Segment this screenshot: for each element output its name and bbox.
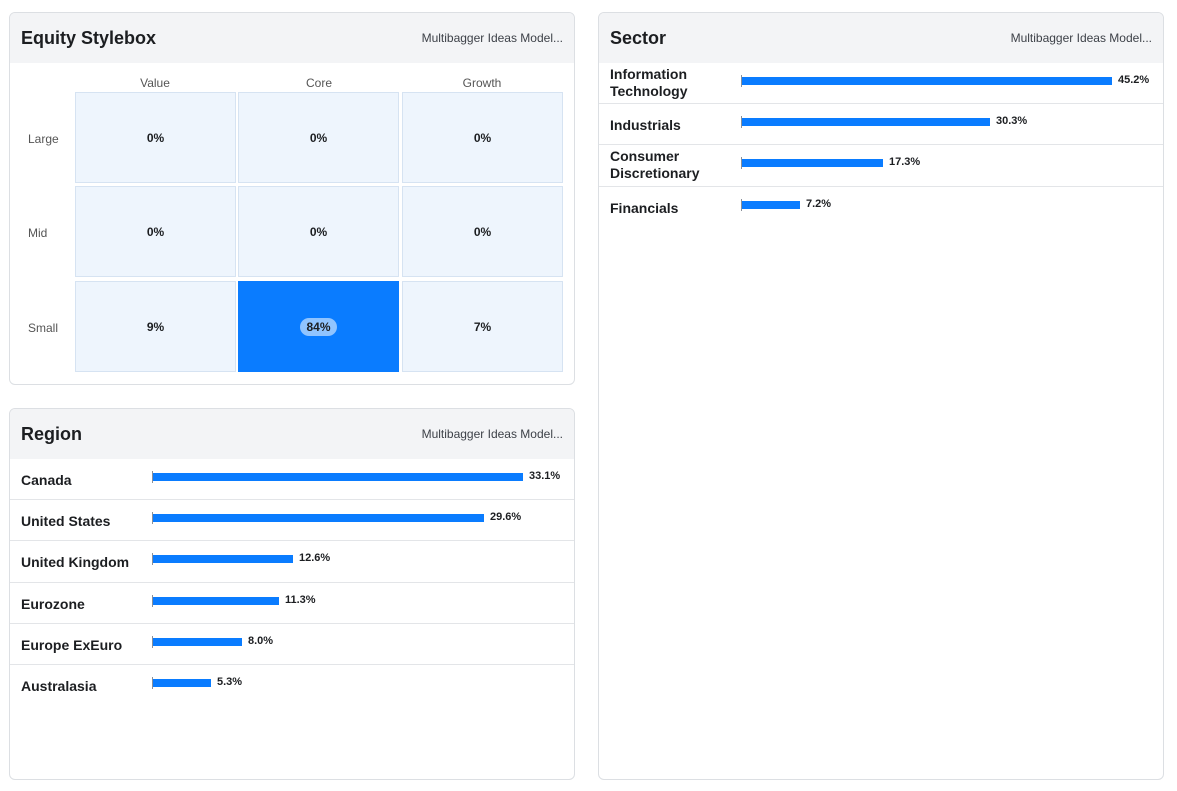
stylebox-cell-large-core: 0% <box>238 92 399 183</box>
stylebox-cell-mid-growth: 0% <box>402 186 563 277</box>
equity-stylebox-panel: Equity Stylebox Multibagger Ideas Model.… <box>9 12 575 385</box>
sector-subtitle[interactable]: Multibagger Ideas Model... <box>1010 31 1152 45</box>
stylebox-row-small: Small <box>28 321 59 335</box>
stylebox-cell-value-text: 9% <box>146 319 165 334</box>
region-row: Eurozone 11.3% <box>10 583 574 624</box>
region-panel: Region Multibagger Ideas Model... Canada… <box>9 408 575 780</box>
region-bar-baseline <box>152 512 153 525</box>
region-bar <box>152 514 484 523</box>
region-bar-track: 11.3% <box>152 593 523 607</box>
sector-label: Industrials <box>610 117 681 134</box>
stylebox-cell-value-text: 0% <box>146 130 165 145</box>
sector-bar <box>741 118 990 127</box>
sector-bar-value: 7.2% <box>806 197 832 210</box>
stylebox-cell-small-core: 84% <box>238 281 399 372</box>
sector-bar-track: 45.2% <box>741 74 1149 87</box>
sector-bar-value: 45.2% <box>1118 74 1150 86</box>
stylebox-cell-small-value: 9% <box>75 281 236 372</box>
region-bar-track: 5.3% <box>152 676 523 689</box>
sector-title: Sector <box>610 27 667 48</box>
stylebox-cell-mid-core: 0% <box>238 186 399 277</box>
stylebox-row-mid: Mid <box>28 226 48 240</box>
region-bar-value: 12.6% <box>299 552 331 565</box>
region-label: Australasia <box>21 678 97 694</box>
sector-bar-baseline <box>741 157 742 170</box>
region-row: United Kingdom 12.6% <box>10 541 574 583</box>
region-bar-track: 29.6% <box>152 511 523 525</box>
stylebox-cell-value-text: 84% <box>300 317 337 336</box>
region-label: United States <box>21 513 111 530</box>
region-label: Canada <box>21 472 72 488</box>
sector-bar-track: 7.2% <box>741 197 1112 211</box>
region-bar-baseline <box>152 594 153 607</box>
stylebox-cell-large-growth: 0% <box>402 92 563 183</box>
region-subtitle[interactable]: Multibagger Ideas Model... <box>421 427 563 441</box>
region-bar-track: 33.1% <box>152 470 560 483</box>
sector-row: Industrials 30.3% <box>599 104 1163 146</box>
region-bar <box>152 679 211 687</box>
sector-label: Information Technology <box>610 66 688 99</box>
sector-bar-track: 30.3% <box>741 115 1112 129</box>
region-row: Australasia 5.3% <box>10 665 574 706</box>
sector-row: Consumer Discretionary 17.3% <box>599 145 1163 187</box>
stylebox-cell-value-text: 0% <box>146 224 165 239</box>
sector-bar-baseline <box>741 198 742 211</box>
region-label: United Kingdom <box>21 554 130 571</box>
sector-header: Sector Multibagger Ideas Model... <box>599 13 1163 63</box>
region-bar <box>152 596 279 605</box>
stylebox-title: Equity Stylebox <box>21 27 157 48</box>
stylebox-col-growth: Growth <box>462 76 502 90</box>
sector-bar <box>741 77 1112 85</box>
stylebox-row-large: Large <box>28 132 59 146</box>
sector-bar-track: 17.3% <box>741 156 1112 170</box>
region-bar <box>152 473 523 481</box>
region-label: Europe ExEuro <box>21 636 123 653</box>
region-bar-value: 33.1% <box>529 470 561 482</box>
stylebox-cell-value-text: 0% <box>473 224 492 239</box>
sector-row: Information Technology 45.2% <box>599 63 1163 105</box>
sector-bar <box>741 159 883 168</box>
region-bar-track: 8.0% <box>152 634 523 648</box>
region-bar-baseline <box>152 471 153 483</box>
sector-label: Consumer Discretionary <box>610 148 700 182</box>
region-bar-baseline <box>152 553 153 566</box>
stylebox-cell-value-text: 0% <box>309 224 328 239</box>
stylebox-cell-small-growth: 7% <box>402 281 563 372</box>
region-bar <box>152 555 293 564</box>
region-row: United States 29.6% <box>10 500 574 542</box>
stylebox-cell-value-text: 0% <box>309 130 328 145</box>
stylebox-cell-large-value: 0% <box>75 92 236 183</box>
stylebox-cell-value-text: 0% <box>473 130 492 145</box>
region-bar-baseline <box>152 677 153 689</box>
sector-panel: Sector Multibagger Ideas Model... Inform… <box>598 12 1164 780</box>
stylebox-header: Equity Stylebox Multibagger Ideas Model.… <box>10 13 574 63</box>
stylebox-subtitle[interactable]: Multibagger Ideas Model... <box>421 31 563 45</box>
sector-row: Financials 7.2% <box>599 187 1163 228</box>
region-row: Europe ExEuro 8.0% <box>10 624 574 665</box>
sector-bar-baseline <box>741 75 742 87</box>
sector-bar-value: 17.3% <box>889 156 921 169</box>
region-bar-value: 11.3% <box>285 593 316 606</box>
region-bar-value: 8.0% <box>248 634 274 647</box>
sector-label: Financials <box>610 199 679 216</box>
sector-bar-baseline <box>741 116 742 129</box>
region-title: Region <box>21 423 82 444</box>
region-bar-track: 12.6% <box>152 552 523 566</box>
sector-bar <box>741 200 800 209</box>
stylebox-col-core: Core <box>305 76 332 90</box>
region-label: Eurozone <box>21 595 85 612</box>
sector-bar-value: 30.3% <box>996 115 1028 128</box>
region-bar-baseline <box>152 635 153 648</box>
region-row: Canada 33.1% <box>10 459 574 501</box>
region-bar-value: 29.6% <box>490 511 522 524</box>
region-bar-value: 5.3% <box>217 676 243 688</box>
stylebox-cell-value-text: 7% <box>473 319 492 334</box>
stylebox-col-value: Value <box>140 76 170 90</box>
region-bar <box>152 637 242 646</box>
region-header: Region Multibagger Ideas Model... <box>10 409 574 459</box>
stylebox-cell-mid-value: 0% <box>75 186 236 277</box>
